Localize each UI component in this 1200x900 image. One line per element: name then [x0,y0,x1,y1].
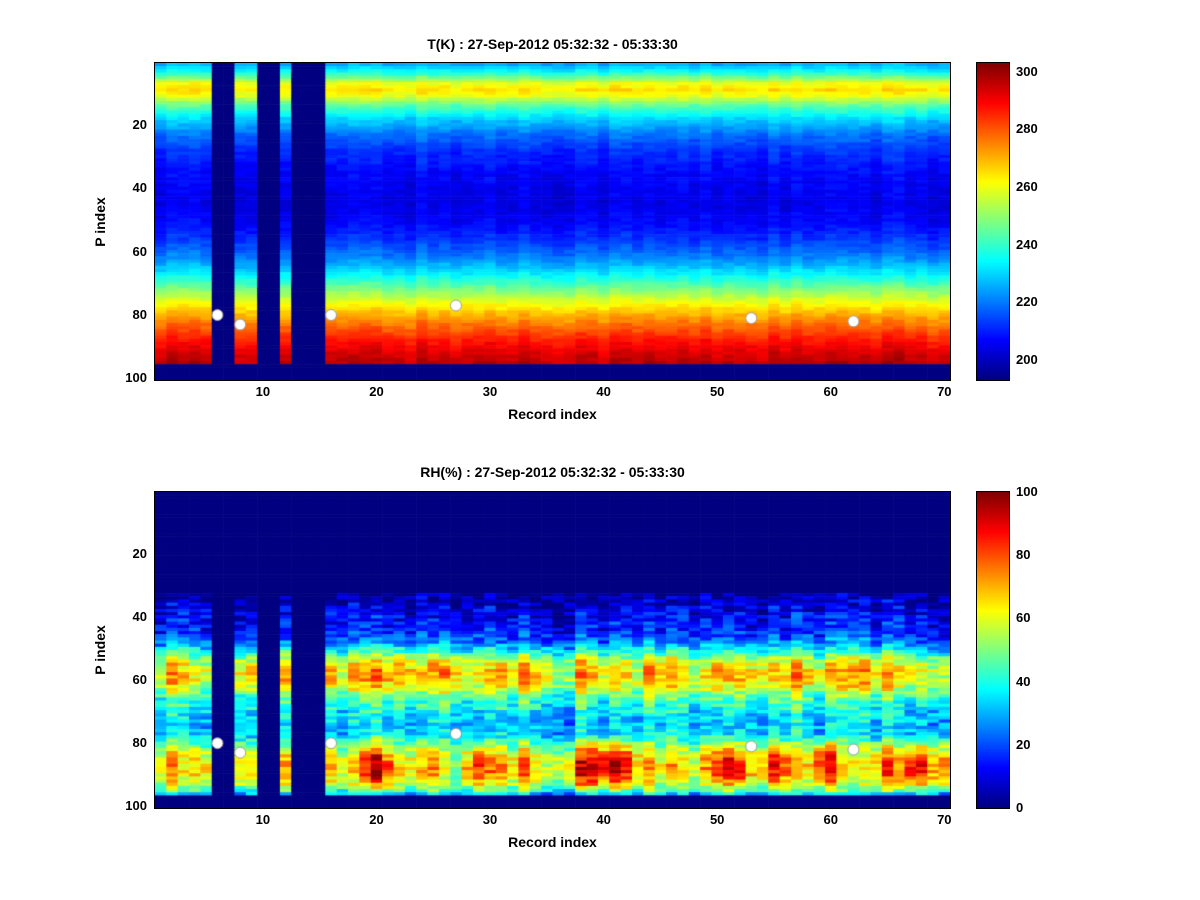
x-tick-label: 10 [255,384,271,399]
x-tick-label: 30 [482,384,498,399]
x-tick-label: 10 [255,812,271,827]
chart-title-temperature: T(K) : 27-Sep-2012 05:32:32 - 05:33:30 [427,36,678,52]
colorbar-tick-label: 60 [1016,610,1031,626]
x-tick-label: 40 [596,384,611,399]
temperature-heatmap [154,62,951,381]
chart-title-humidity: RH(%) : 27-Sep-2012 05:32:32 - 05:33:30 [420,464,685,480]
colorbar-tick-label: 80 [1016,547,1031,563]
x-tick-label: 20 [369,812,384,827]
colorbar-tick-label: 0 [1016,800,1024,815]
y-tick-label: 40 [132,180,147,196]
colorbar-tick-label: 40 [1016,673,1031,689]
y-tick-label: 80 [132,735,147,751]
colorbar-tick-label: 260 [1016,178,1038,194]
colorbar-tick-label: 20 [1016,736,1031,752]
x-tick-label: 50 [709,384,725,399]
x-tick-label: 60 [823,812,838,827]
x-tick-label: 20 [369,384,384,399]
y-tick-label: 20 [132,545,147,561]
y-tick-label: 20 [132,116,147,132]
y-tick-label: 100 [125,798,147,814]
x-tick-label: 60 [823,384,838,399]
colorbar-tick-label: 200 [1016,351,1038,367]
y-axis-label-temperature: P index [92,197,108,247]
humidity-heatmap [154,491,951,809]
y-tick-label: 60 [132,672,147,688]
y-tick-label: 40 [132,608,147,624]
x-tick-label: 40 [596,812,611,827]
colorbar-tick-label: 240 [1016,236,1038,252]
x-tick-label: 30 [482,812,498,827]
x-axis-label-temperature: Record index [508,406,597,422]
y-axis-label-humidity: P index [92,625,108,675]
x-tick-label: 70 [937,812,952,827]
x-axis-label-humidity: Record index [508,834,597,850]
colorbar-tick-label: 280 [1016,121,1038,137]
x-tick-label: 50 [709,812,725,827]
colorbar-tick-label: 100 [1016,484,1038,499]
y-tick-label: 60 [132,243,147,259]
temperature-colorbar [976,62,1010,381]
x-tick-label: 70 [937,384,952,399]
y-tick-label: 100 [125,370,147,386]
humidity-colorbar [976,491,1010,809]
y-tick-label: 80 [132,307,147,322]
colorbar-tick-label: 300 [1016,63,1038,79]
colorbar-tick-label: 220 [1016,294,1038,310]
